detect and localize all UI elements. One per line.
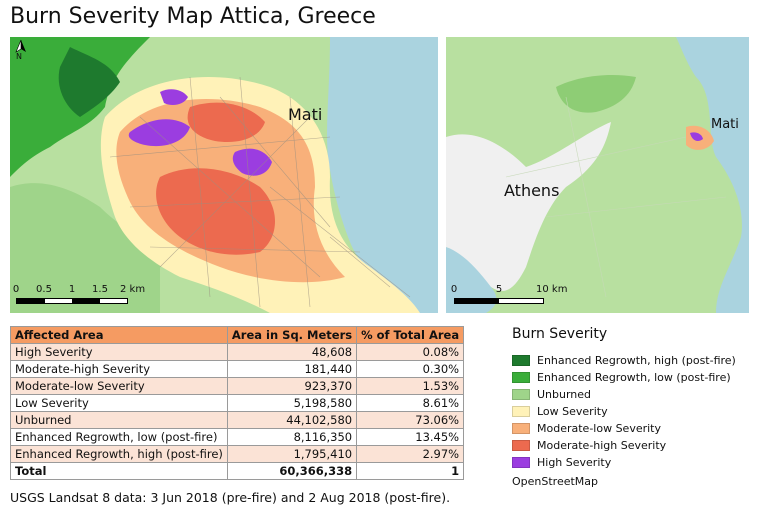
high-severity-patch-3 bbox=[160, 89, 188, 105]
sqm-cell: 181,440 bbox=[226, 360, 358, 378]
table-row: Enhanced Regrowth, low (post-fire) 8,116… bbox=[10, 428, 465, 446]
overview-map[interactable]: Athens Mati 0 5 10 km bbox=[446, 37, 749, 313]
sea-east bbox=[676, 37, 749, 313]
burn-severity-legend: Burn Severity Enhanced Regrowth, high (p… bbox=[512, 326, 752, 488]
pct-cell: 8.61% bbox=[356, 394, 465, 412]
sqm-cell: 5,198,580 bbox=[226, 394, 358, 412]
legend-item: Low Severity bbox=[512, 403, 752, 420]
legend-label: Moderate-high Severity bbox=[537, 439, 667, 452]
table-total-row: Total 60,366,338 1 bbox=[10, 462, 465, 480]
legend-swatch bbox=[512, 440, 530, 451]
scale-tick: 1 bbox=[68, 284, 76, 295]
pct-cell: 13.45% bbox=[356, 428, 465, 446]
pct-cell: 0.30% bbox=[356, 360, 465, 378]
sqm-cell: 1,795,410 bbox=[226, 445, 358, 463]
total-label-cell: Total bbox=[10, 462, 228, 480]
table-row: Moderate-high Severity 181,440 0.30% bbox=[10, 360, 465, 378]
pct-cell: 0.08% bbox=[356, 343, 465, 361]
scale-tick: 10 km bbox=[536, 284, 568, 295]
sqm-cell: 48,608 bbox=[226, 343, 358, 361]
area-cell: Moderate-low Severity bbox=[10, 377, 228, 395]
legend-item: Enhanced Regrowth, low (post-fire) bbox=[512, 369, 752, 386]
high-severity-patch-2 bbox=[232, 148, 272, 176]
regrowth-high-area bbox=[58, 47, 120, 117]
legend-swatch bbox=[512, 457, 530, 468]
table-row: Low Severity 5,198,580 8.61% bbox=[10, 394, 465, 412]
legend-swatch bbox=[512, 355, 530, 366]
scale-tick: 0.5 bbox=[36, 284, 52, 295]
mati-overview-label: Mati bbox=[711, 117, 739, 132]
legend-label: Enhanced Regrowth, low (post-fire) bbox=[537, 371, 731, 384]
area-cell: High Severity bbox=[10, 343, 228, 361]
main-map-canvas bbox=[10, 37, 438, 313]
pct-cell: 1.53% bbox=[356, 377, 465, 395]
legend-label: Enhanced Regrowth, high (post-fire) bbox=[537, 354, 736, 367]
legend-label: Moderate-low Severity bbox=[537, 422, 661, 435]
area-cell: Enhanced Regrowth, high (post-fire) bbox=[10, 445, 228, 463]
legend-item: Enhanced Regrowth, high (post-fire) bbox=[512, 352, 752, 369]
legend-item: Moderate-high Severity bbox=[512, 437, 752, 454]
area-cell: Moderate-high Severity bbox=[10, 360, 228, 378]
legend-swatch bbox=[512, 372, 530, 383]
column-header: Area in Sq. Meters bbox=[226, 326, 358, 344]
sea-southwest bbox=[446, 247, 497, 313]
total-sqm-cell: 60,366,338 bbox=[226, 462, 358, 480]
table-header-row: Affected Area Area in Sq. Meters % of To… bbox=[10, 326, 465, 344]
athens-urban-area bbox=[446, 122, 611, 291]
high-severity-patch-1 bbox=[128, 119, 190, 147]
scale-bar-main: 0 0.5 1 1.5 2 km bbox=[12, 284, 145, 308]
sqm-cell: 923,370 bbox=[226, 377, 358, 395]
unburned-area-sw bbox=[10, 183, 160, 313]
pct-cell: 73.06% bbox=[356, 411, 465, 429]
north-label: N bbox=[16, 52, 22, 61]
mati-label: Mati bbox=[288, 105, 323, 124]
sea-area bbox=[327, 37, 438, 313]
table-row: Moderate-low Severity 923,370 1.53% bbox=[10, 377, 465, 395]
scale-tick: 5 bbox=[495, 284, 503, 295]
area-cell: Unburned bbox=[10, 411, 228, 429]
overview-map-canvas bbox=[446, 37, 749, 313]
scale-tick: 0 bbox=[450, 284, 458, 295]
road-network bbox=[109, 76, 411, 308]
total-pct-cell: 1 bbox=[356, 462, 465, 480]
legend-item: Moderate-low Severity bbox=[512, 420, 752, 437]
scale-tick: 1.5 bbox=[92, 284, 108, 295]
affected-area-table: Affected Area Area in Sq. Meters % of To… bbox=[10, 326, 465, 480]
table-row: High Severity 48,608 0.08% bbox=[10, 343, 465, 361]
scale-tick: 0 bbox=[12, 284, 20, 295]
area-cell: Low Severity bbox=[10, 394, 228, 412]
sqm-cell: 8,116,350 bbox=[226, 428, 358, 446]
legend-item: High Severity bbox=[512, 454, 752, 471]
basemap-attribution: OpenStreetMap bbox=[512, 475, 599, 488]
legend-label: High Severity bbox=[537, 456, 612, 469]
legend-label: Unburned bbox=[537, 388, 592, 401]
area-cell: Enhanced Regrowth, low (post-fire) bbox=[10, 428, 228, 446]
athens-label: Athens bbox=[504, 181, 560, 200]
legend-swatch bbox=[512, 423, 530, 434]
legend-item: Unburned bbox=[512, 386, 752, 403]
pct-cell: 2.97% bbox=[356, 445, 465, 463]
overview-roads bbox=[505, 96, 727, 298]
map-title: Burn Severity Map Attica, Greece bbox=[10, 4, 376, 29]
legend-label: Low Severity bbox=[537, 405, 608, 418]
scale-bar-overview: 0 5 10 km bbox=[450, 284, 567, 308]
table-row: Enhanced Regrowth, high (post-fire) 1,79… bbox=[10, 445, 465, 463]
legend-title: Burn Severity bbox=[512, 326, 608, 342]
main-map[interactable]: N Mati 0 0.5 1 1.5 2 km bbox=[10, 37, 438, 313]
forest-patch bbox=[556, 75, 636, 113]
sqm-cell: 44,102,580 bbox=[226, 411, 358, 429]
data-source-note: USGS Landsat 8 data: 3 Jun 2018 (pre-fir… bbox=[10, 490, 451, 505]
scale-tick: 2 km bbox=[120, 284, 146, 295]
column-header: Affected Area bbox=[10, 326, 228, 344]
table-row: Unburned 44,102,580 73.06% bbox=[10, 411, 465, 429]
moderate-high-area-north bbox=[187, 102, 265, 143]
legend-items: Enhanced Regrowth, high (post-fire) Enhan… bbox=[512, 352, 752, 471]
north-arrow-icon bbox=[15, 39, 26, 53]
column-header: % of Total Area bbox=[356, 326, 465, 344]
mati-high-severity bbox=[690, 132, 703, 141]
legend-swatch bbox=[512, 389, 530, 400]
legend-swatch bbox=[512, 406, 530, 417]
